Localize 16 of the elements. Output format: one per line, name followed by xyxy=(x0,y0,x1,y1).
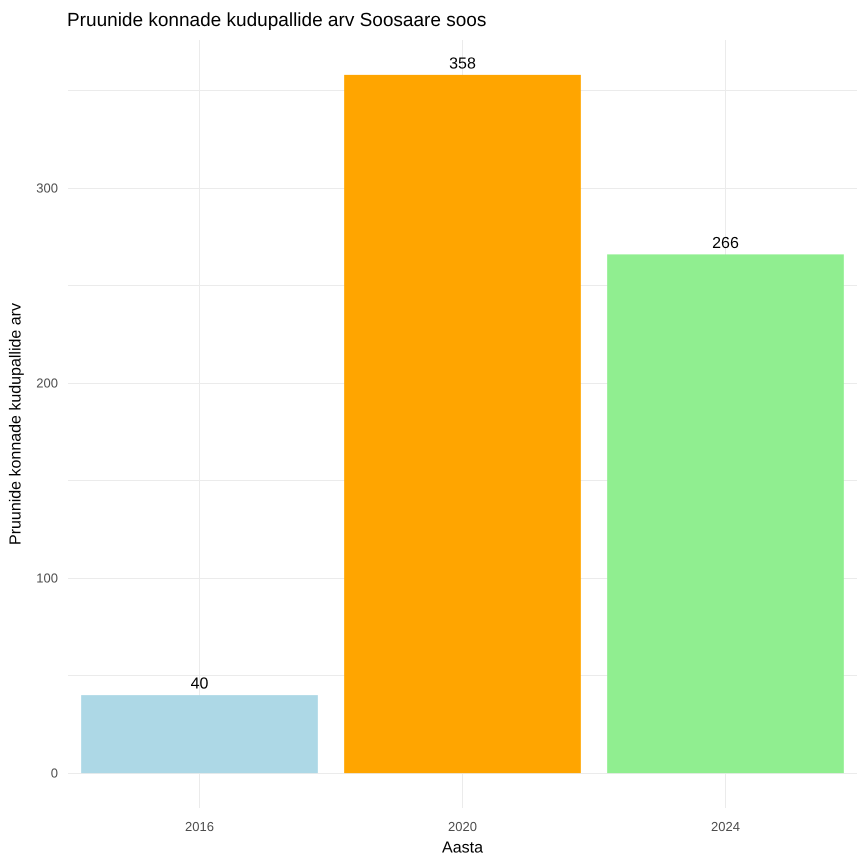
chart-title: Pruunide konnade kudupallide arv Soosaare soos xyxy=(67,10,486,31)
data-label: 358 xyxy=(449,55,476,72)
x-axis-title: Aasta xyxy=(442,840,484,856)
y-tick-label: 300 xyxy=(36,180,58,196)
bar xyxy=(607,254,844,774)
data-label: 266 xyxy=(712,234,739,252)
x-tick-label: 2016 xyxy=(185,819,214,834)
data-label: 40 xyxy=(190,676,208,693)
y-axis-title: Pruunide konnade kudupallide arv xyxy=(8,303,24,545)
bar xyxy=(344,74,581,774)
x-tick-label: 2020 xyxy=(448,819,477,834)
y-tick-label: 200 xyxy=(36,376,58,391)
y-tick-label: 0 xyxy=(50,766,58,781)
bar xyxy=(81,695,318,774)
x-tick-label: 2024 xyxy=(711,819,740,834)
y-tick-label: 100 xyxy=(36,570,58,586)
